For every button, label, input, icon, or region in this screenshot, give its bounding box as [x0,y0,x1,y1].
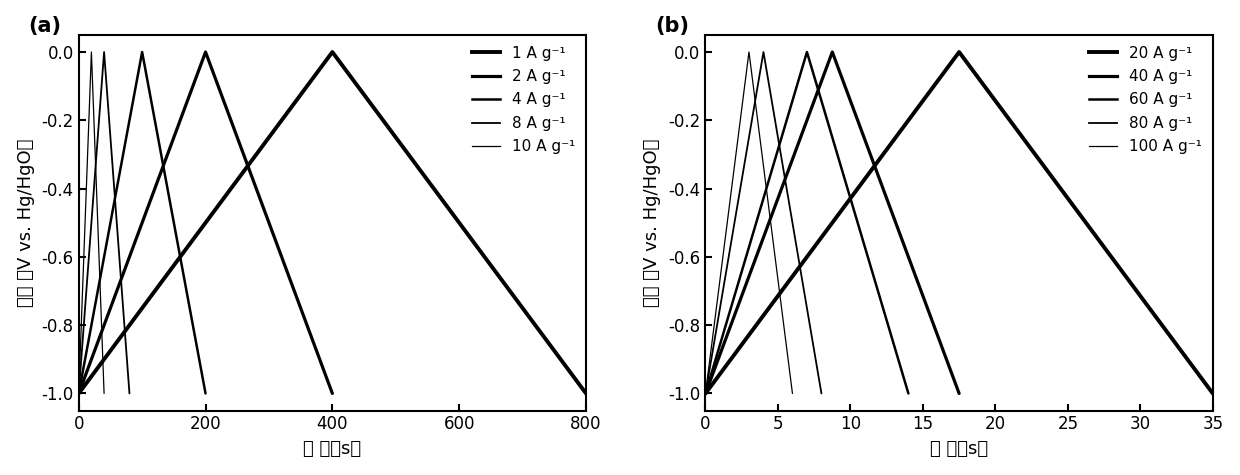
40 A g⁻¹ [698,390,713,396]
4 A g⁻¹ [198,390,213,396]
10 A g⁻¹ [71,390,86,396]
Text: (a): (a) [29,16,61,36]
Line: 10 A g⁻¹: 10 A g⁻¹ [78,52,104,393]
10 A g⁻¹ [84,49,99,55]
Line: 4 A g⁻¹: 4 A g⁻¹ [78,52,206,393]
2 A g⁻¹ [198,49,213,55]
80 A g⁻¹ [698,390,713,396]
Line: 1 A g⁻¹: 1 A g⁻¹ [78,52,587,393]
1 A g⁻¹ [71,390,86,396]
20 A g⁻¹ [1205,390,1220,396]
8 A g⁻¹ [122,390,136,396]
Legend: 1 A g⁻¹, 2 A g⁻¹, 4 A g⁻¹, 8 A g⁻¹, 10 A g⁻¹: 1 A g⁻¹, 2 A g⁻¹, 4 A g⁻¹, 8 A g⁻¹, 10 A… [466,39,582,161]
2 A g⁻¹ [71,390,86,396]
40 A g⁻¹ [825,49,839,55]
100 A g⁻¹ [742,49,756,55]
Line: 40 A g⁻¹: 40 A g⁻¹ [706,52,959,393]
Line: 2 A g⁻¹: 2 A g⁻¹ [78,52,332,393]
80 A g⁻¹ [813,390,828,396]
2 A g⁻¹ [325,390,340,396]
1 A g⁻¹ [579,390,594,396]
Line: 100 A g⁻¹: 100 A g⁻¹ [706,52,792,393]
Y-axis label: 电压 （V vs. Hg/HgO）: 电压 （V vs. Hg/HgO） [644,139,661,307]
80 A g⁻¹ [756,49,771,55]
Line: 8 A g⁻¹: 8 A g⁻¹ [78,52,129,393]
20 A g⁻¹ [698,390,713,396]
20 A g⁻¹ [951,49,966,55]
1 A g⁻¹ [325,49,340,55]
Legend: 20 A g⁻¹, 40 A g⁻¹, 60 A g⁻¹, 80 A g⁻¹, 100 A g⁻¹: 20 A g⁻¹, 40 A g⁻¹, 60 A g⁻¹, 80 A g⁻¹, … [1084,39,1208,161]
40 A g⁻¹ [951,390,966,396]
100 A g⁻¹ [785,390,800,396]
4 A g⁻¹ [135,49,150,55]
X-axis label: 时 间（s）: 时 间（s） [304,440,361,458]
Y-axis label: 电压 （V vs. Hg/HgO）: 电压 （V vs. Hg/HgO） [16,139,35,307]
X-axis label: 时 间（s）: 时 间（s） [930,440,988,458]
100 A g⁻¹ [698,390,713,396]
8 A g⁻¹ [97,49,112,55]
Line: 20 A g⁻¹: 20 A g⁻¹ [706,52,1213,393]
60 A g⁻¹ [901,390,916,396]
10 A g⁻¹ [97,390,112,396]
Line: 60 A g⁻¹: 60 A g⁻¹ [706,52,909,393]
60 A g⁻¹ [800,49,815,55]
Text: (b): (b) [655,16,688,36]
8 A g⁻¹ [71,390,86,396]
Line: 80 A g⁻¹: 80 A g⁻¹ [706,52,821,393]
4 A g⁻¹ [71,390,86,396]
60 A g⁻¹ [698,390,713,396]
